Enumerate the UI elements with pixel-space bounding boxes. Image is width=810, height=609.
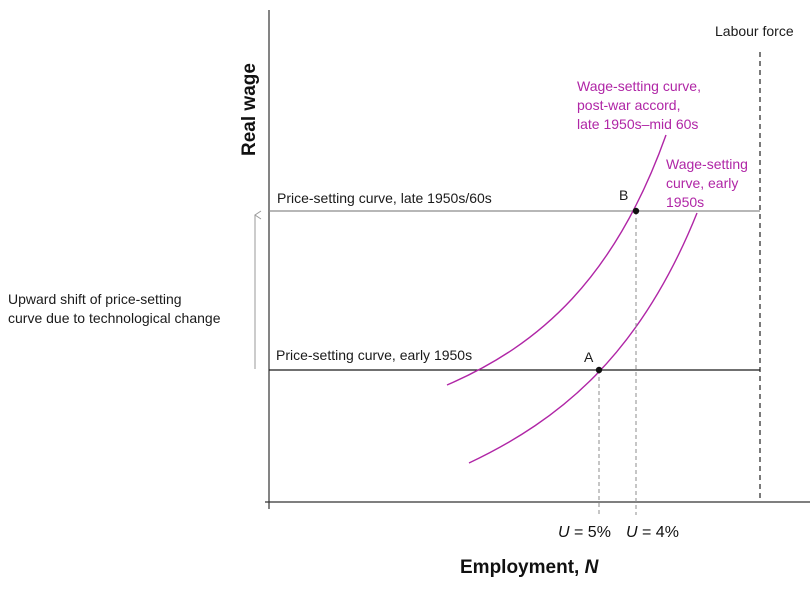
unemployment-4-label: U = 4% <box>626 524 679 541</box>
labour-force-label: Labour force <box>715 23 794 39</box>
y-axis-title: Real wage <box>239 63 260 156</box>
wage-setting-curve-post-war <box>446 134 667 386</box>
wage-setting-early-label: Wage-setting curve, early 1950s <box>666 156 752 210</box>
point-b-label: B <box>619 187 628 203</box>
point-a-marker <box>595 366 603 374</box>
point-b-marker <box>632 207 640 215</box>
upward-shift-label: Upward shift of price-setting curve due … <box>8 291 221 326</box>
wage-setting-curve-early <box>468 212 698 464</box>
unemployment-5-label: U = 5% <box>558 524 611 541</box>
x-axis-title: Employment, N <box>460 557 600 578</box>
wage-setting-post-war-label: Wage-setting curve, post-war accord, lat… <box>577 78 705 132</box>
price-setting-late-label: Price-setting curve, late 1950s/60s <box>277 190 492 206</box>
point-a-label: A <box>584 349 594 365</box>
price-setting-early-label: Price-setting curve, early 1950s <box>276 347 472 363</box>
